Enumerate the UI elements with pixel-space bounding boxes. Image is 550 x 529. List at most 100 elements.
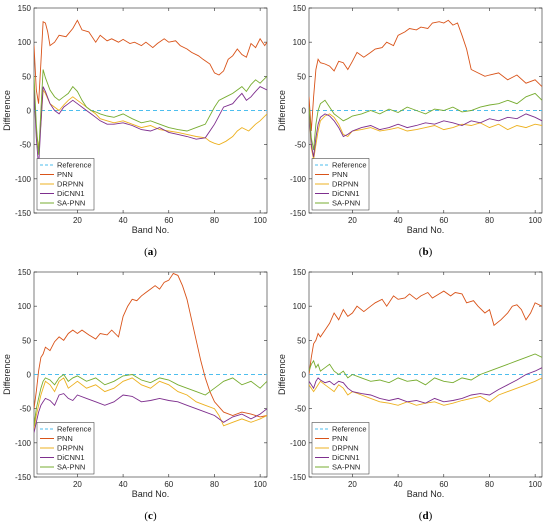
legend-entry: DRPNN — [57, 444, 84, 453]
series-line-sa-pnn — [309, 92, 542, 151]
chart-panel-d: -150 -100 -50 0 50 100 150 20 40 60 80 100 Band No. D… — [277, 268, 542, 522]
y-tick-label: -50 — [294, 141, 306, 150]
y-tick-label: 50 — [22, 336, 31, 345]
legend-entry: Reference — [57, 161, 92, 170]
y-tick-label: -150 — [15, 209, 32, 218]
x-tick-label: 20 — [348, 480, 357, 489]
series-line-drpnn — [34, 377, 267, 430]
legend-entry: DRPNN — [332, 444, 359, 453]
y-tick-label: -100 — [290, 439, 307, 448]
legend-entry: DiCNN1 — [57, 189, 85, 198]
x-tick-label: 80 — [210, 480, 219, 489]
y-tick-label: -50 — [294, 405, 306, 414]
x-tick-label: 40 — [394, 216, 403, 225]
y-tick-label: -100 — [290, 175, 307, 184]
y-tick-label: 100 — [18, 302, 32, 311]
y-tick-label: -150 — [290, 473, 307, 482]
y-tick-label: 50 — [297, 336, 306, 345]
x-tick-label: 80 — [485, 216, 494, 225]
series-line-dicnn1 — [309, 367, 542, 404]
x-tick-label: 100 — [528, 216, 542, 225]
y-tick-label: 150 — [293, 268, 307, 277]
y-tick-label: -150 — [290, 209, 307, 218]
panel-caption-b: (b) — [419, 246, 433, 258]
y-tick-label: 50 — [297, 72, 306, 81]
series-line-dicnn1 — [309, 110, 542, 158]
y-tick-label: 0 — [27, 107, 32, 116]
chart-panel-c: -150 -100 -50 0 50 100 150 20 40 60 80 100 Band No. D… — [2, 268, 267, 522]
y-tick-label: 100 — [293, 302, 307, 311]
y-tick-label: -100 — [15, 439, 32, 448]
legend-entry: DRPNN — [332, 180, 359, 189]
series-line-dicnn1 — [34, 86, 267, 167]
series-line-pnn — [34, 272, 267, 418]
x-tick-label: 40 — [394, 480, 403, 489]
legend-entry: PNN — [57, 434, 73, 443]
y-tick-label: -100 — [15, 175, 32, 184]
y-tick-label: 0 — [302, 371, 307, 380]
y-axis-label: Difference — [277, 354, 287, 395]
legend-entry: PNN — [332, 170, 348, 179]
legend-entry: SA-PNN — [57, 463, 85, 472]
y-tick-label: -50 — [19, 141, 31, 150]
x-tick-label: 40 — [119, 216, 128, 225]
y-axis-label: Difference — [2, 354, 12, 395]
y-tick-label: 0 — [302, 107, 307, 116]
legend-entry: Reference — [57, 425, 92, 434]
series-line-sa-pnn — [34, 69, 267, 155]
panel-caption-a: (a) — [144, 246, 157, 258]
series-line-dicnn1 — [34, 393, 267, 433]
series-line-pnn — [309, 19, 542, 132]
series-line-sa-pnn — [309, 353, 542, 386]
y-tick-label: 0 — [27, 371, 32, 380]
legend-entry: DRPNN — [57, 180, 84, 189]
series-line-drpnn — [309, 110, 542, 160]
y-tick-label: 100 — [293, 38, 307, 47]
y-tick-label: 50 — [22, 72, 31, 81]
x-tick-label: 100 — [253, 216, 267, 225]
y-axis-label: Difference — [2, 90, 12, 131]
y-tick-label: 150 — [18, 268, 32, 277]
legend-entry: DiCNN1 — [57, 453, 85, 462]
y-tick-label: 150 — [293, 4, 307, 13]
series-line-drpnn — [34, 83, 267, 149]
x-tick-label: 60 — [164, 480, 173, 489]
x-tick-label: 60 — [439, 216, 448, 225]
x-axis-label: Band No. — [132, 489, 170, 499]
legend-entry: SA-PNN — [332, 199, 360, 208]
legend-entry: Reference — [332, 161, 367, 170]
series-line-pnn — [309, 290, 542, 375]
x-tick-label: 60 — [439, 480, 448, 489]
x-tick-label: 20 — [73, 480, 82, 489]
legend-entry: SA-PNN — [57, 199, 85, 208]
legend-entry: PNN — [57, 170, 73, 179]
x-tick-label: 80 — [485, 480, 494, 489]
panel-caption-d: (d) — [419, 510, 433, 522]
y-tick-label: -150 — [15, 473, 32, 482]
panel-caption-c: (c) — [144, 510, 157, 522]
x-tick-label: 100 — [528, 480, 542, 489]
x-tick-label: 60 — [164, 216, 173, 225]
x-tick-label: 20 — [348, 216, 357, 225]
x-tick-label: 100 — [253, 480, 267, 489]
y-tick-label: 100 — [18, 38, 32, 47]
x-tick-label: 20 — [73, 216, 82, 225]
x-tick-label: 40 — [119, 480, 128, 489]
x-axis-label: Band No. — [132, 225, 170, 235]
x-axis-label: Band No. — [407, 489, 445, 499]
y-tick-label: 150 — [18, 4, 32, 13]
legend-entry: PNN — [332, 434, 348, 443]
x-axis-label: Band No. — [407, 225, 445, 235]
legend-entry: Reference — [332, 425, 367, 434]
chart-panel-b: -150 -100 -50 0 50 100 150 20 40 60 80 100 Band No. D… — [277, 4, 542, 258]
series-line-sa-pnn — [34, 373, 267, 426]
y-axis-label: Difference — [277, 90, 287, 131]
legend-entry: SA-PNN — [332, 463, 360, 472]
legend-entry: DiCNN1 — [332, 453, 360, 462]
y-tick-label: -50 — [19, 405, 31, 414]
chart-panel-a: -150 -100 -50 0 50 100 150 20 40 60 80 100 Band No. D… — [2, 4, 267, 258]
legend-entry: DiCNN1 — [332, 189, 360, 198]
series-line-drpnn — [309, 377, 542, 406]
series-line-pnn — [34, 19, 267, 104]
